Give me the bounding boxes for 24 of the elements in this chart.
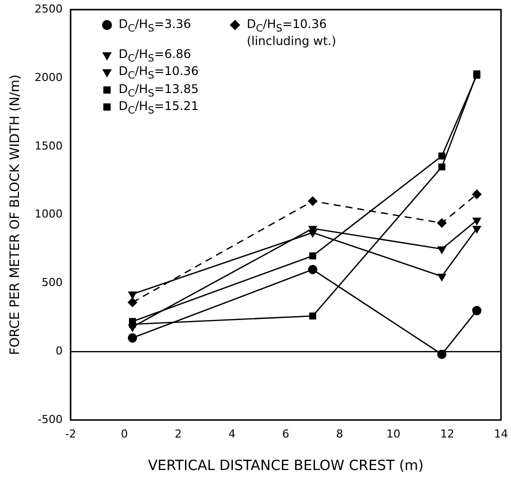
- x-tick-label: 6: [282, 427, 290, 440]
- legend-label: D$_{C}$/H$_{S}$=10.36 (lincluding wt.): [246, 16, 338, 48]
- y-axis-title: FORCE PER METER OF BLOCK WIDTH (N/m): [8, 74, 24, 356]
- x-tick-label: 2: [174, 427, 182, 440]
- y-tick-label: 2500: [34, 2, 63, 16]
- x-axis-title: VERTICAL DISTANCE BELOW CREST (m): [148, 458, 424, 474]
- x-tick-label: -2: [65, 427, 76, 440]
- y-tick-label: 0: [56, 344, 63, 358]
- x-tick-label: 14: [494, 427, 508, 440]
- y-tick-label: 500: [42, 276, 63, 290]
- legend-label: D$_{C}$/H$_{S}$=15.21: [118, 99, 199, 118]
- legend-label: D$_{C}$/H$_{S}$=10.36: [118, 64, 199, 83]
- legend-label: D$_{C}$/H$_{S}$=6.86: [118, 46, 192, 66]
- legend-label: D$_{C}$/H$_{S}$=3.36: [118, 16, 192, 35]
- y-tick-label: 1500: [34, 139, 63, 152]
- legend-label: D$_{C}$/H$_{S}$=13.85: [118, 82, 199, 100]
- y-tick-label: 2000: [34, 70, 63, 84]
- x-tick-label: 4: [228, 427, 236, 440]
- x-tick-label: 0: [120, 427, 128, 440]
- y-tick-label: -500: [38, 412, 63, 426]
- y-tick-label: 1000: [34, 208, 63, 221]
- x-tick-label: 10: [386, 427, 400, 440]
- x-tick-label: 12: [440, 427, 454, 440]
- x-tick-label: 8: [336, 427, 344, 440]
